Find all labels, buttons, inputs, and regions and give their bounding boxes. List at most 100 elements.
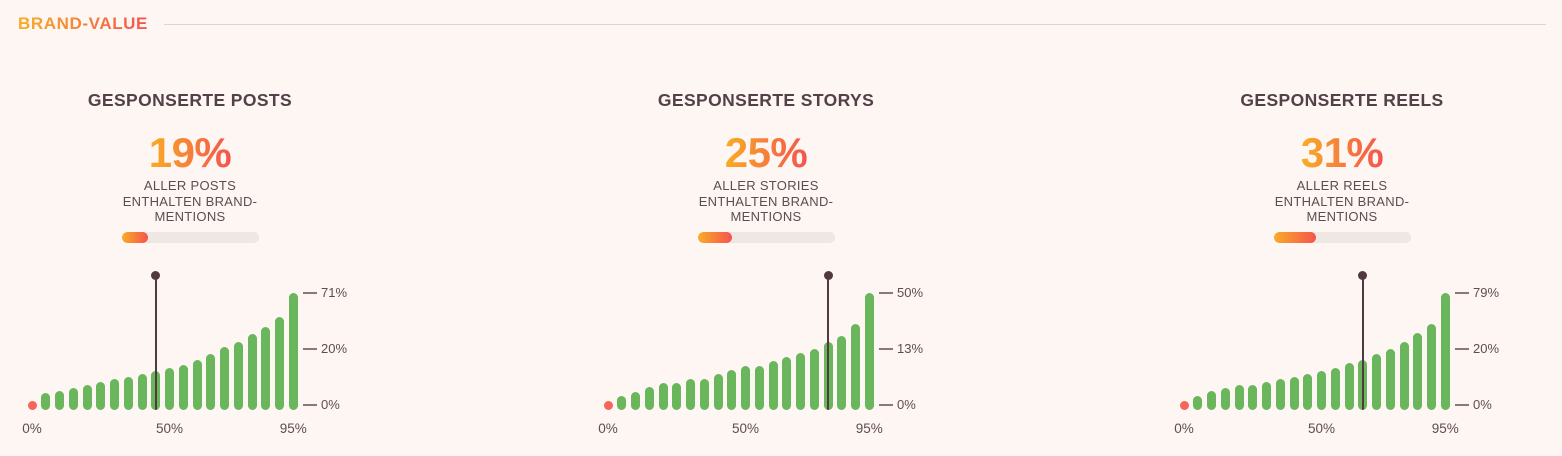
bar (1427, 323, 1436, 410)
lowest-point-dot (603, 400, 613, 410)
y-tick-label: 0% (321, 396, 340, 412)
x-tick-label: 50% (1307, 420, 1336, 436)
y-tick-label: 0% (897, 396, 916, 412)
y-tick-dash (303, 403, 317, 406)
bar (1330, 368, 1340, 410)
bar (165, 368, 174, 410)
bar (1385, 348, 1395, 410)
bar (864, 292, 874, 410)
marker-dot (1358, 270, 1368, 280)
description-line: ALLER REELS (1296, 178, 1388, 193)
bar (644, 387, 654, 410)
y-tick-dash (303, 291, 317, 294)
bar (1234, 384, 1244, 410)
bar (1372, 354, 1381, 410)
bar (1248, 384, 1258, 410)
panel-gesponserte-posts: GESPONSERTE POSTS 19% ALLER POSTS ENTHAL… (20, 90, 360, 437)
bar (55, 390, 64, 410)
y-tick-label: 20% (1473, 340, 1500, 356)
y-tick-label: 0% (1473, 396, 1492, 412)
x-tick-label: 95% (1431, 420, 1459, 436)
bar (631, 391, 640, 410)
bar (137, 373, 147, 410)
bar (110, 379, 119, 410)
bar (192, 359, 202, 410)
y-tick-label: 13% (897, 340, 924, 356)
bar (275, 316, 284, 410)
y-tick-dash (1455, 291, 1469, 294)
description-line: ENTHALTEN BRAND- (122, 193, 258, 209)
panels-row: GESPONSERTE POSTS 19% ALLER POSTS ENTHAL… (0, 90, 1562, 437)
lowest-point-dot (1179, 400, 1189, 410)
description-line: ALLER STORIES (713, 178, 819, 193)
description-line: MENTIONS (730, 209, 802, 224)
description-line: ENTHALTEN BRAND- (698, 193, 834, 209)
bar (96, 382, 106, 410)
bar (1399, 341, 1409, 410)
percentile-distribution-chart: 0% 20% 71% 0% 50% 95% (20, 267, 360, 437)
bar (658, 382, 668, 410)
bar (1344, 362, 1354, 410)
y-tick-dash (879, 291, 893, 294)
progress-track (121, 231, 259, 243)
header-divider (164, 23, 1546, 25)
bar (233, 341, 243, 410)
progress-track (697, 231, 835, 243)
headline-percentage: 31% (1300, 129, 1384, 176)
headline-description: ALLER REELS ENTHALTEN BRAND- MENTIONS (1275, 178, 1410, 225)
y-tick-label: 71% (321, 284, 348, 300)
bar (68, 387, 78, 410)
x-tick-label: 50% (155, 420, 184, 436)
bar (1262, 382, 1271, 410)
marker-dot (151, 270, 161, 280)
bar (1289, 376, 1299, 410)
bar (1275, 379, 1285, 410)
y-tick-label: 79% (1473, 284, 1500, 300)
description-line: MENTIONS (154, 209, 226, 224)
bar (727, 370, 737, 410)
x-tick-label: 95% (279, 420, 307, 436)
panel-title: GESPONSERTE POSTS (87, 90, 293, 110)
marker-line (154, 278, 157, 410)
lowest-point-dot (27, 400, 37, 410)
bar (1303, 373, 1313, 410)
bar (851, 324, 860, 410)
y-tick-label: 20% (321, 340, 348, 356)
bar (1440, 292, 1450, 410)
bar (741, 365, 750, 410)
bar (796, 352, 805, 410)
panel-gesponserte-storys: GESPONSERTE STORYS 25% ALLER STORIES ENT… (596, 90, 936, 437)
progress-fill (697, 231, 732, 243)
headline-percentage: 19% (148, 129, 232, 176)
description-line: ENTHALTEN BRAND- (1274, 193, 1410, 209)
bar (1193, 396, 1203, 410)
bar (288, 292, 298, 410)
description-line: ALLER POSTS (143, 178, 237, 193)
percentile-distribution-chart: 0% 20% 79% 0% 50% 95% (1172, 267, 1512, 437)
bar (809, 348, 819, 410)
description-line: MENTIONS (1306, 209, 1378, 224)
x-tick-label: 0% (598, 420, 618, 436)
bar (837, 336, 847, 410)
bar (672, 382, 682, 410)
marker-dot (823, 270, 833, 280)
bar (123, 376, 133, 410)
bar (261, 326, 271, 410)
bar (178, 365, 188, 410)
bar (1317, 370, 1326, 410)
bar (617, 395, 627, 410)
section-header: BRAND-VALUE (0, 0, 1562, 34)
y-tick-dash (303, 347, 317, 350)
panel-title: GESPONSERTE REELS (1240, 90, 1444, 110)
bar (754, 365, 764, 410)
x-tick-label: 50% (731, 420, 760, 436)
progress-track (1273, 231, 1411, 243)
marker-line (826, 278, 830, 410)
section-title: BRAND-VALUE (18, 14, 148, 33)
bar (41, 393, 51, 410)
panel-gesponserte-reels: GESPONSERTE REELS 31% ALLER REELS ENTHAL… (1172, 90, 1512, 437)
bar (1413, 333, 1423, 410)
bar (713, 374, 723, 410)
panel-title: GESPONSERTE STORYS (657, 90, 875, 110)
